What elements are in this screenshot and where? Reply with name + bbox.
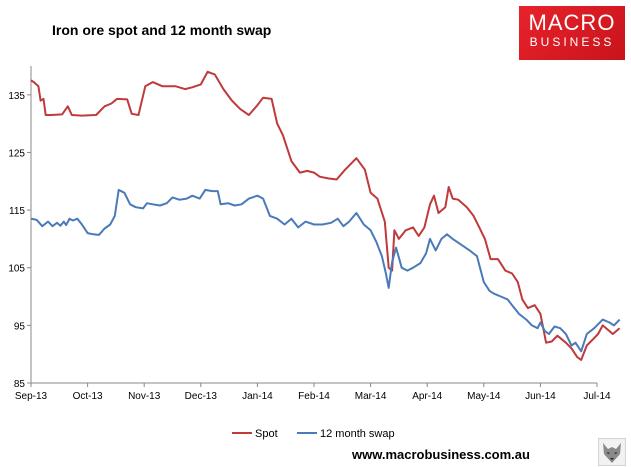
x-tick-label: Sep-13 bbox=[15, 391, 48, 402]
x-tick-label: Nov-13 bbox=[128, 391, 161, 402]
x-tick-label: Oct-13 bbox=[73, 391, 103, 402]
website-footer: www.macrobusiness.com.au bbox=[352, 447, 530, 462]
macrobusiness-logo: MACRO BUSINESS bbox=[519, 6, 625, 60]
legend: Spot 12 month swap bbox=[232, 428, 395, 440]
y-tick-label: 95 bbox=[14, 321, 26, 332]
logo-line-1: MACRO bbox=[528, 10, 616, 35]
legend-label-spot: Spot bbox=[255, 428, 278, 440]
series-line-swap bbox=[30, 188, 621, 353]
y-tick-label: 85 bbox=[14, 379, 26, 390]
x-tick-label: Mar-14 bbox=[355, 391, 387, 402]
y-tick-label: 105 bbox=[8, 264, 25, 275]
x-tick-label: Feb-14 bbox=[298, 391, 330, 402]
logo-line-2: BUSINESS bbox=[529, 35, 615, 49]
x-tick-label: Dec-13 bbox=[185, 391, 218, 402]
series-lines bbox=[30, 70, 621, 361]
y-tick-label: 115 bbox=[9, 206, 25, 217]
x-tick-label: Jul-14 bbox=[583, 391, 611, 402]
x-tick-label: Jan-14 bbox=[242, 391, 273, 402]
series-line-spot bbox=[30, 70, 621, 361]
y-tick-label: 125 bbox=[8, 148, 25, 159]
wolf-logo-icon bbox=[598, 438, 626, 466]
x-tick-label: Apr-14 bbox=[412, 391, 442, 402]
x-tick-label: May-14 bbox=[467, 391, 501, 402]
chart-title: Iron ore spot and 12 month swap bbox=[52, 22, 272, 38]
x-tick-label: Jun-14 bbox=[525, 391, 556, 402]
legend-label-swap: 12 month swap bbox=[320, 428, 395, 440]
y-tick-label: 135 bbox=[8, 91, 25, 102]
ticks: 85 95 105 115 125 135 Sep-13 Oct-13 Nov-13 Dec-13… bbox=[8, 91, 611, 402]
